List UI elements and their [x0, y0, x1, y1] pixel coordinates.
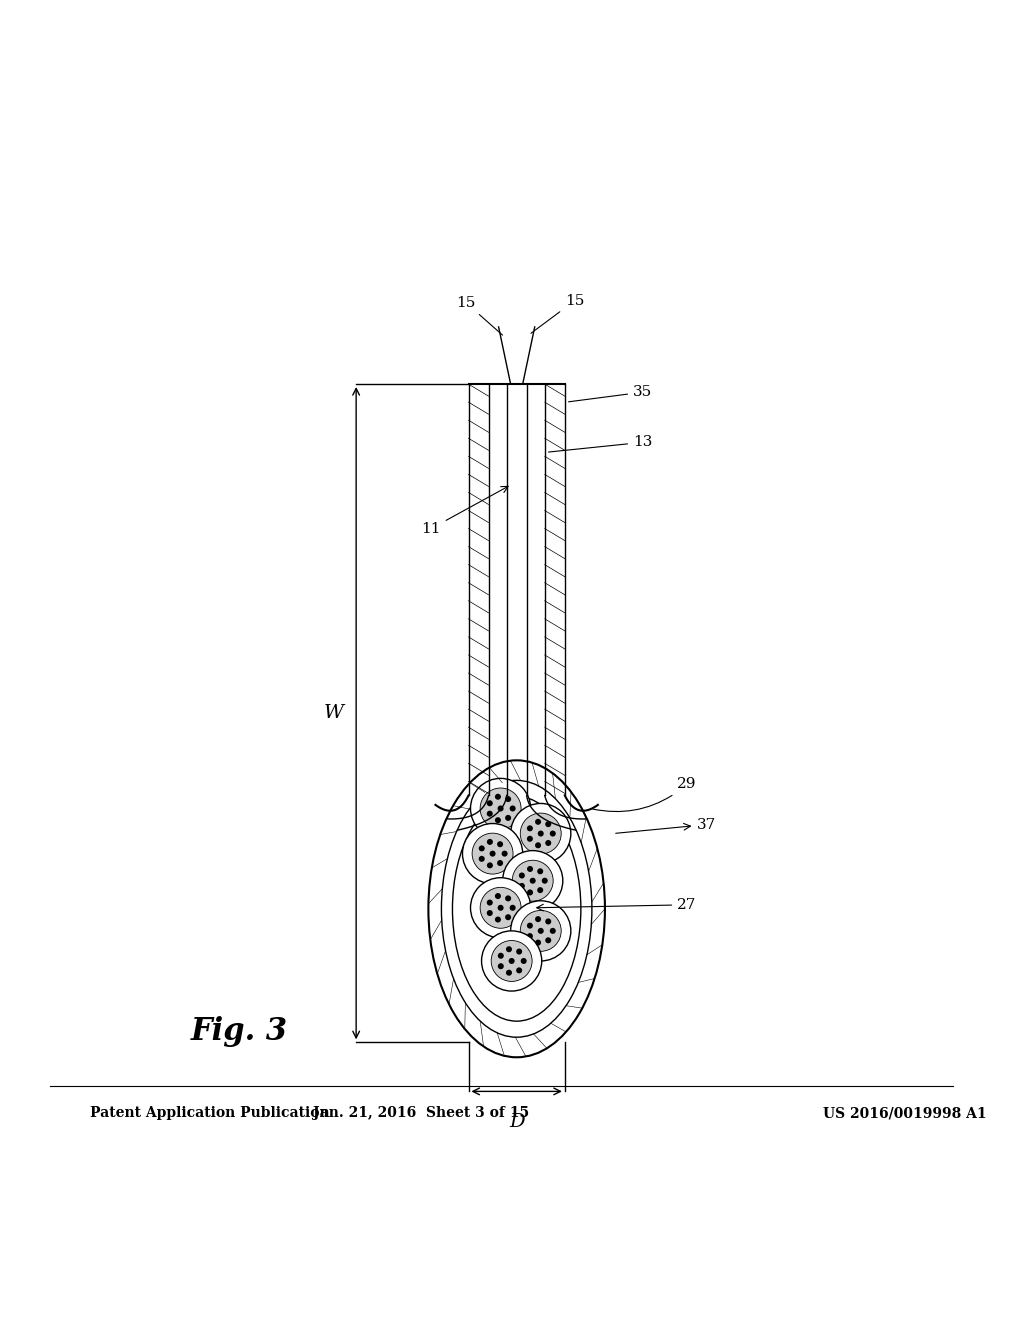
Circle shape	[505, 895, 511, 902]
Circle shape	[527, 890, 534, 895]
Text: 29: 29	[593, 777, 696, 812]
Text: 13: 13	[549, 436, 652, 451]
Circle shape	[510, 904, 516, 911]
Circle shape	[527, 933, 532, 939]
Circle shape	[479, 845, 484, 851]
Circle shape	[463, 824, 522, 883]
Circle shape	[545, 840, 551, 846]
Circle shape	[538, 830, 544, 837]
Circle shape	[505, 915, 511, 920]
Circle shape	[486, 840, 493, 845]
Circle shape	[492, 941, 532, 982]
Circle shape	[502, 850, 508, 857]
Circle shape	[486, 800, 493, 807]
Circle shape	[505, 814, 511, 821]
Text: D: D	[509, 1114, 524, 1131]
Text: 15: 15	[457, 296, 503, 335]
Circle shape	[536, 940, 541, 945]
Text: 15: 15	[530, 294, 584, 333]
Circle shape	[536, 842, 541, 849]
Circle shape	[495, 894, 501, 899]
Circle shape	[520, 911, 561, 952]
Circle shape	[536, 916, 541, 923]
Circle shape	[538, 869, 543, 874]
Text: US 2016/0019998 A1: US 2016/0019998 A1	[822, 1106, 986, 1121]
Circle shape	[489, 850, 496, 857]
Circle shape	[516, 949, 522, 954]
Circle shape	[498, 904, 504, 911]
Circle shape	[520, 813, 561, 854]
Circle shape	[503, 850, 563, 911]
Circle shape	[470, 878, 530, 939]
Circle shape	[545, 821, 551, 828]
Circle shape	[495, 793, 501, 800]
Circle shape	[472, 833, 513, 874]
Text: W: W	[324, 704, 344, 722]
Circle shape	[536, 818, 541, 825]
Circle shape	[495, 916, 501, 923]
Circle shape	[538, 887, 543, 894]
Circle shape	[470, 779, 530, 838]
Circle shape	[538, 928, 544, 933]
Circle shape	[498, 964, 504, 969]
Circle shape	[519, 873, 525, 879]
Circle shape	[527, 923, 532, 929]
Circle shape	[550, 928, 556, 933]
Circle shape	[511, 804, 570, 863]
Circle shape	[529, 878, 536, 883]
Circle shape	[497, 861, 503, 866]
Circle shape	[486, 909, 493, 916]
Circle shape	[505, 796, 511, 803]
Text: Fig. 3: Fig. 3	[190, 1016, 288, 1047]
Circle shape	[480, 788, 521, 829]
Text: Patent Application Publication: Patent Application Publication	[90, 1106, 330, 1121]
Circle shape	[479, 855, 484, 862]
Circle shape	[510, 805, 516, 812]
Circle shape	[527, 825, 532, 832]
Circle shape	[495, 817, 501, 824]
Circle shape	[516, 968, 522, 973]
Circle shape	[506, 946, 512, 952]
Circle shape	[511, 900, 570, 961]
Circle shape	[512, 861, 553, 902]
Circle shape	[480, 887, 521, 928]
Text: 35: 35	[568, 385, 652, 401]
Circle shape	[545, 919, 551, 924]
Circle shape	[527, 866, 534, 873]
Text: Jan. 21, 2016  Sheet 3 of 15: Jan. 21, 2016 Sheet 3 of 15	[313, 1106, 529, 1121]
Circle shape	[481, 931, 542, 991]
Circle shape	[520, 958, 526, 964]
Text: 27: 27	[537, 898, 696, 912]
Circle shape	[542, 878, 548, 883]
Circle shape	[498, 953, 504, 958]
Circle shape	[486, 862, 493, 869]
Circle shape	[486, 810, 493, 817]
Circle shape	[550, 830, 556, 837]
Circle shape	[497, 841, 503, 847]
Circle shape	[527, 836, 532, 842]
Text: 11: 11	[421, 486, 508, 536]
Circle shape	[506, 970, 512, 975]
Circle shape	[509, 958, 515, 964]
Circle shape	[498, 805, 504, 812]
Circle shape	[545, 937, 551, 944]
Circle shape	[486, 899, 493, 906]
Text: 37: 37	[615, 817, 717, 833]
Circle shape	[519, 883, 525, 888]
